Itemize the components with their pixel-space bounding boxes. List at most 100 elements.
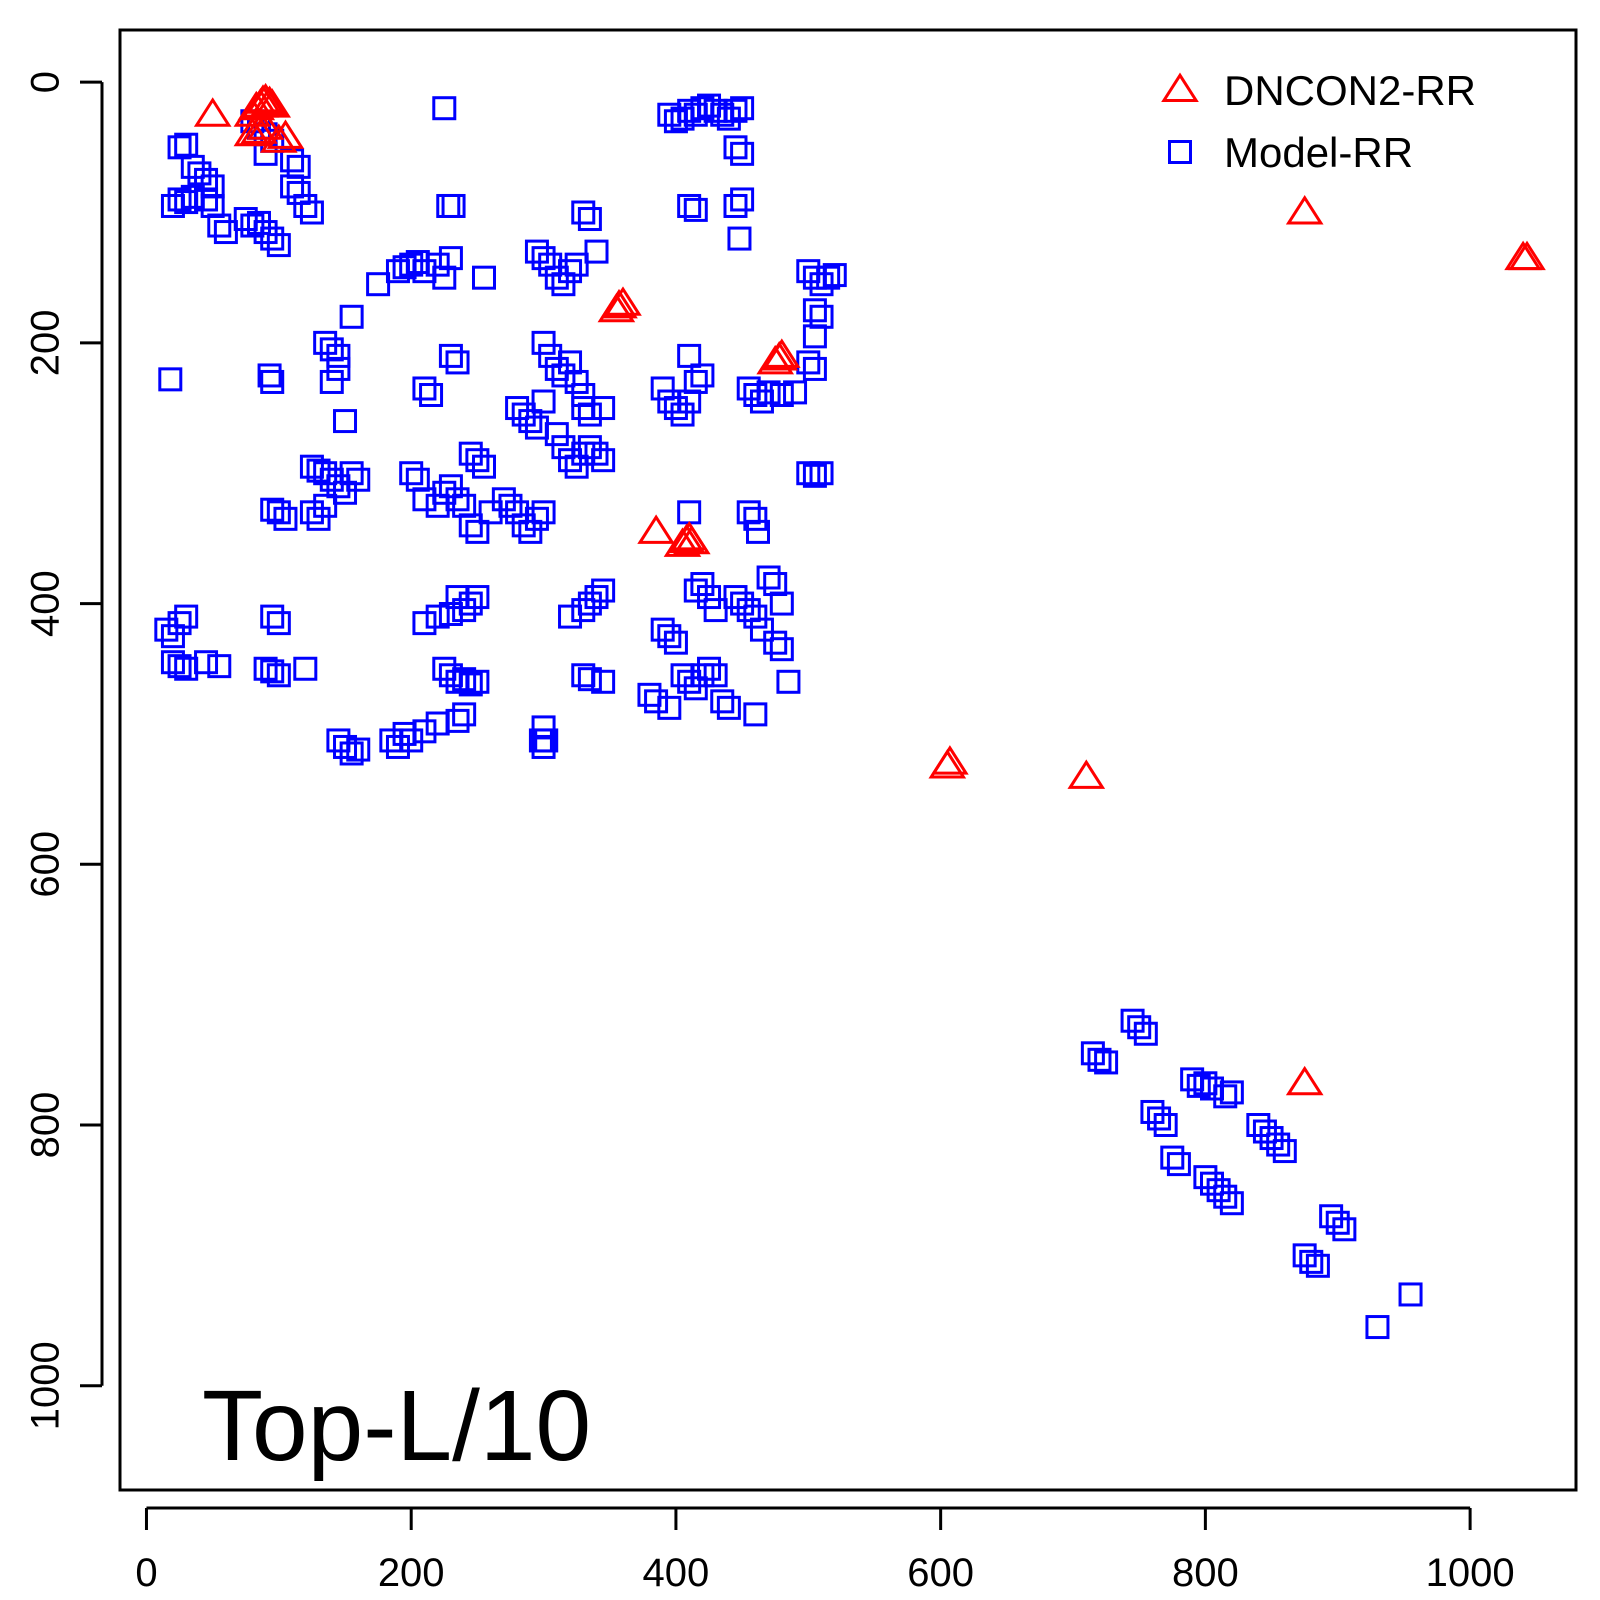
square-point <box>796 461 821 486</box>
square-point <box>1325 1210 1350 1235</box>
square-point <box>1140 1099 1165 1124</box>
square-point <box>412 611 437 636</box>
square-point <box>478 500 503 525</box>
square-point <box>458 672 483 697</box>
triangle-point <box>233 116 272 147</box>
y-tick-label: 1000 <box>24 1341 68 1430</box>
square-point <box>419 383 444 407</box>
square-point <box>809 304 834 329</box>
square-point <box>1087 1047 1112 1072</box>
y-tick-label: 200 <box>24 309 68 376</box>
square-point <box>727 226 752 251</box>
square-point <box>167 654 192 679</box>
square-point <box>584 239 609 264</box>
square-point <box>260 369 285 394</box>
square-point <box>266 233 291 258</box>
triangle-point <box>1285 195 1324 225</box>
square-point <box>524 239 549 264</box>
square-point <box>240 213 265 238</box>
square-point <box>187 161 212 186</box>
square-point <box>650 617 675 642</box>
square-point <box>339 741 364 766</box>
square-point <box>677 389 702 414</box>
square-point <box>379 728 404 753</box>
y-tick-label: 0 <box>24 71 68 93</box>
legend-label: DNCON2-RR <box>1224 67 1476 114</box>
legend: DNCON2-RR Model-RR <box>1161 67 1476 176</box>
square-point <box>266 611 291 636</box>
square-point <box>346 467 371 492</box>
square-point <box>257 363 282 388</box>
square-point <box>445 350 470 375</box>
square-point <box>528 728 553 753</box>
square-point <box>809 461 834 486</box>
square-point <box>1160 1145 1185 1170</box>
square-point <box>531 389 556 414</box>
square-point <box>697 656 722 681</box>
square-point <box>816 265 841 290</box>
square-point <box>538 343 563 368</box>
square-point <box>743 702 768 727</box>
square-point <box>683 197 708 222</box>
square-point <box>776 669 801 694</box>
square-point <box>333 734 358 759</box>
square-point <box>452 598 477 623</box>
square-point <box>436 193 461 218</box>
square-point <box>399 461 424 486</box>
square-point <box>796 259 821 284</box>
square-point <box>1193 1165 1218 1190</box>
square-point <box>1319 1204 1344 1229</box>
square-point <box>472 454 496 479</box>
square-point <box>558 259 583 284</box>
square-point <box>531 500 556 525</box>
square-point <box>584 441 609 466</box>
square-point <box>399 252 424 277</box>
square-point <box>1272 1139 1297 1164</box>
square-point <box>743 383 768 407</box>
x-tick-label: 800 <box>1172 1551 1239 1595</box>
data-points <box>154 82 1546 1340</box>
square-point <box>412 376 437 401</box>
legend-item: Model-RR <box>1168 129 1413 176</box>
triangle-point <box>762 338 801 368</box>
square-point <box>577 667 602 692</box>
square-point <box>710 689 735 714</box>
legend-square-marker <box>1168 140 1192 164</box>
square-point <box>253 220 278 245</box>
square-point <box>683 369 708 394</box>
square-point <box>756 565 781 590</box>
square-point <box>723 193 748 218</box>
square-point <box>551 435 576 460</box>
y-axis: 0 200 400 600 800 1000 <box>24 71 104 1430</box>
square-point <box>452 493 477 518</box>
square-point <box>319 369 344 394</box>
square-point <box>438 246 463 271</box>
x-tick-label: 600 <box>907 1551 974 1595</box>
square-point <box>293 656 318 681</box>
square-point <box>286 154 311 179</box>
square-point <box>1305 1253 1330 1278</box>
square-point <box>333 480 358 505</box>
square-point <box>280 174 305 199</box>
square-point <box>703 598 728 623</box>
square-point <box>663 396 688 421</box>
square-point <box>571 396 596 421</box>
square-point <box>392 721 417 746</box>
triangle-point <box>246 110 285 140</box>
square-point <box>158 367 183 392</box>
square-point <box>763 572 788 597</box>
square-point <box>511 402 536 427</box>
square-point <box>663 630 688 655</box>
square-point <box>1213 1084 1238 1109</box>
square-point <box>677 669 702 694</box>
legend-triangle-marker <box>1161 72 1199 102</box>
square-point <box>339 461 364 486</box>
square-point <box>260 659 285 684</box>
square-point <box>326 343 351 368</box>
square-point <box>657 389 682 414</box>
square-point <box>445 487 470 512</box>
square-point <box>736 376 761 401</box>
square-point <box>531 330 556 355</box>
square-point <box>213 220 238 245</box>
square-point <box>558 604 583 629</box>
